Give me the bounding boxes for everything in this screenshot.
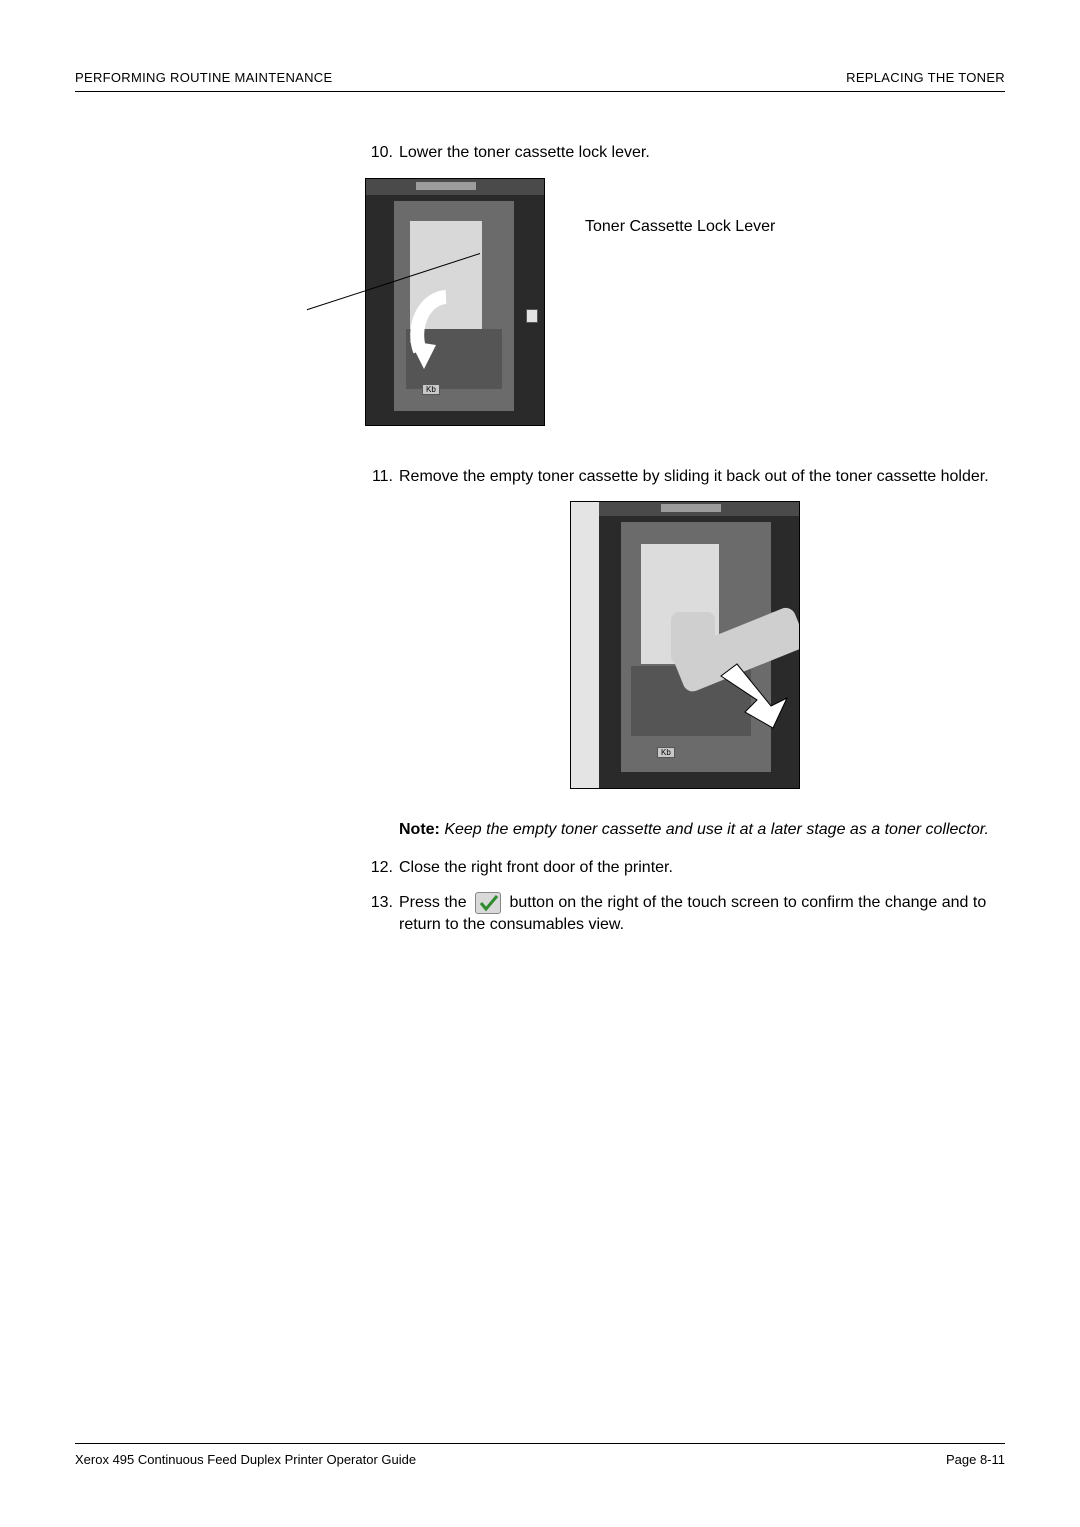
photo-label-kb: Kb	[422, 384, 440, 395]
figure-2-photo: Kb	[570, 501, 800, 789]
step-text: Press the button on the right of the tou…	[399, 892, 1005, 936]
step-text: Remove the empty toner cassette by slidi…	[399, 466, 1005, 488]
page-header: PERFORMING ROUTINE MAINTENANCE REPLACING…	[75, 70, 1005, 92]
note-label: Note:	[399, 821, 440, 838]
footer-left: Xerox 495 Continuous Feed Duplex Printer…	[75, 1452, 416, 1467]
figure-2-row: Kb	[365, 501, 1005, 789]
header-right: REPLACING THE TONER	[846, 70, 1005, 85]
note-body: Keep the empty toner cassette and use it…	[440, 821, 989, 838]
step-text: Lower the toner cassette lock lever.	[399, 142, 1005, 164]
step-number: 10.	[365, 142, 399, 164]
note-block: Note: Keep the empty toner cassette and …	[399, 819, 1005, 841]
header-left: PERFORMING ROUTINE MAINTENANCE	[75, 70, 332, 85]
confirm-check-icon	[475, 892, 501, 914]
callout-label: Toner Cassette Lock Lever	[585, 218, 775, 235]
step-number: 12.	[365, 857, 399, 879]
step-13-text-before: Press the	[399, 895, 471, 912]
figure-1-callout: Toner Cassette Lock Lever	[545, 178, 775, 236]
page-footer: Xerox 495 Continuous Feed Duplex Printer…	[75, 1443, 1005, 1467]
lock-lever-arrow-icon	[406, 289, 476, 379]
footer-right: Page 8-11	[946, 1452, 1005, 1467]
step-13: 13. Press the button on the right of the…	[365, 892, 1005, 936]
slide-out-arrow-icon	[715, 658, 795, 738]
step-11: 11. Remove the empty toner cassette by s…	[365, 466, 1005, 488]
document-page: PERFORMING ROUTINE MAINTENANCE REPLACING…	[0, 0, 1080, 1527]
step-10: 10. Lower the toner cassette lock lever.	[365, 142, 1005, 164]
step-number: 13.	[365, 892, 399, 936]
step-number: 11.	[365, 466, 399, 488]
step-12: 12. Close the right front door of the pr…	[365, 857, 1005, 879]
content-column: 10. Lower the toner cassette lock lever.…	[75, 92, 1005, 936]
photo-label-kb: Kb	[657, 747, 675, 758]
step-text: Close the right front door of the printe…	[399, 857, 1005, 879]
figure-1-photo: Kb	[365, 178, 545, 426]
figure-1-row: Kb Toner Cassette Lock Lever	[365, 178, 1005, 426]
